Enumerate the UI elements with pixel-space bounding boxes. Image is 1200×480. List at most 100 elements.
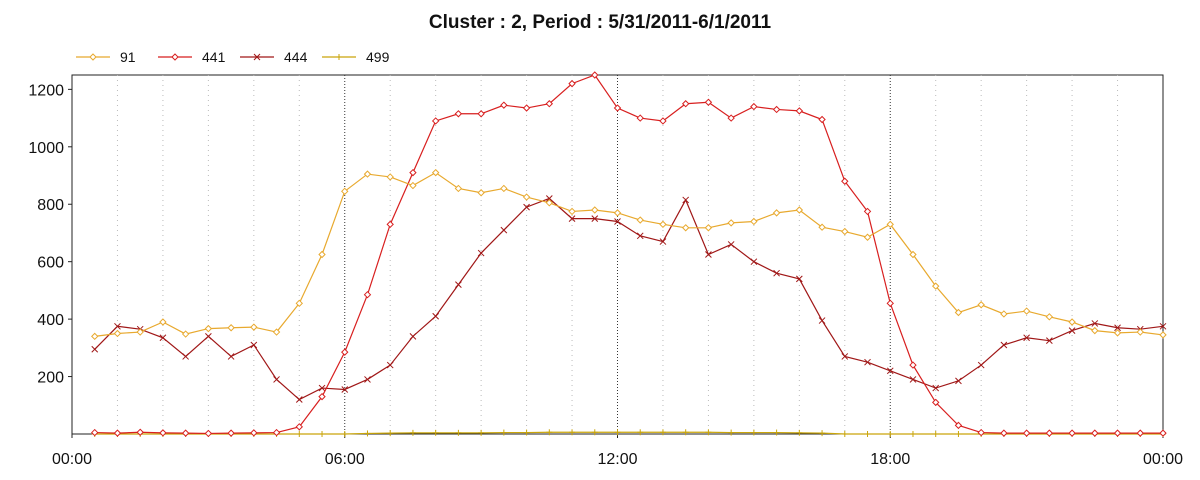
data-point — [295, 299, 303, 308]
data-point-stroke — [295, 396, 303, 403]
data-point — [522, 104, 531, 112]
legend-label: 499 — [366, 49, 390, 65]
data-point — [1000, 310, 1008, 318]
data-point — [181, 330, 190, 338]
data-point — [636, 232, 644, 240]
data-point — [409, 332, 417, 340]
data-point — [750, 102, 758, 111]
data-point — [1045, 313, 1054, 321]
data-point — [818, 223, 826, 231]
data-point — [795, 107, 804, 115]
data-point — [341, 386, 349, 393]
data-point — [841, 431, 848, 437]
data-point — [863, 207, 872, 216]
data-point — [569, 429, 576, 436]
data-point — [864, 358, 871, 366]
data-point — [977, 301, 985, 309]
data-point-stroke — [409, 332, 417, 340]
series-line — [94, 171, 1164, 337]
data-point — [159, 334, 167, 342]
data-point — [319, 431, 326, 437]
series-line — [94, 431, 1163, 435]
y-tick-label: 800 — [37, 197, 64, 214]
data-point — [204, 324, 213, 333]
data-point — [387, 430, 394, 437]
data-point — [431, 117, 440, 125]
data-point-stroke — [318, 384, 326, 392]
y-tick-label: 400 — [37, 312, 64, 329]
data-point — [114, 322, 121, 330]
legend-label: 444 — [284, 49, 308, 65]
data-point — [1068, 429, 1076, 437]
data-point — [250, 429, 258, 437]
data-point — [545, 195, 553, 202]
data-point — [91, 428, 99, 437]
data-point-stroke — [886, 367, 894, 375]
data-point — [250, 323, 258, 331]
data-point — [205, 332, 212, 340]
data-point-stroke — [1068, 327, 1076, 334]
data-point — [500, 184, 508, 193]
data-point-stroke — [364, 376, 371, 383]
data-point — [386, 173, 394, 181]
data-point — [341, 431, 348, 437]
data-point-stroke — [341, 386, 349, 393]
data-point — [182, 353, 189, 360]
data-point — [1091, 429, 1099, 437]
data-point — [909, 376, 917, 383]
data-point — [705, 429, 712, 436]
data-point — [704, 224, 713, 232]
data-point — [386, 361, 394, 369]
y-tick-label: 1200 — [28, 82, 64, 99]
data-point — [772, 105, 781, 114]
data-point — [841, 353, 849, 360]
data-point-stroke — [182, 353, 189, 360]
data-point — [613, 104, 622, 112]
data-point — [91, 345, 99, 353]
data-point-stroke — [477, 249, 485, 257]
data-point-stroke — [91, 345, 99, 353]
chart-title: Cluster : 2, Period : 5/31/2011-6/1/2011 — [428, 12, 772, 33]
series-line — [94, 74, 1163, 435]
data-point — [318, 392, 326, 401]
data-point-stroke — [977, 361, 985, 369]
data-point — [1023, 334, 1030, 342]
data-point — [363, 170, 372, 178]
data-point — [1045, 429, 1054, 437]
data-point — [227, 353, 235, 360]
data-point — [909, 431, 916, 437]
data-point — [295, 423, 303, 431]
data-point — [295, 396, 303, 403]
data-point — [773, 429, 780, 436]
data-point — [478, 429, 485, 436]
data-point-stroke — [386, 361, 394, 369]
legend-label: 91 — [120, 49, 136, 65]
data-point-stroke — [500, 226, 508, 234]
data-point — [932, 431, 939, 437]
data-point — [432, 312, 440, 320]
data-point — [1022, 429, 1031, 437]
data-point — [500, 429, 507, 436]
data-point — [477, 249, 485, 257]
data-point-stroke — [1091, 320, 1099, 327]
data-point — [113, 329, 122, 338]
data-point — [386, 220, 394, 229]
data-point-stroke — [1000, 341, 1008, 349]
data-point — [341, 348, 349, 356]
data-point — [659, 238, 667, 245]
data-point — [954, 308, 963, 317]
series-441 — [91, 71, 1167, 438]
data-point-stroke — [432, 312, 440, 320]
data-point — [364, 430, 371, 437]
data-point — [750, 429, 757, 436]
data-point — [113, 429, 122, 437]
data-point — [932, 398, 940, 407]
data-point-stroke — [841, 353, 849, 360]
data-point — [727, 241, 735, 248]
data-point-stroke — [682, 196, 690, 204]
data-point-stroke — [932, 384, 940, 392]
data-point — [272, 328, 281, 336]
data-point-stroke — [1159, 322, 1167, 330]
data-point — [841, 177, 849, 185]
